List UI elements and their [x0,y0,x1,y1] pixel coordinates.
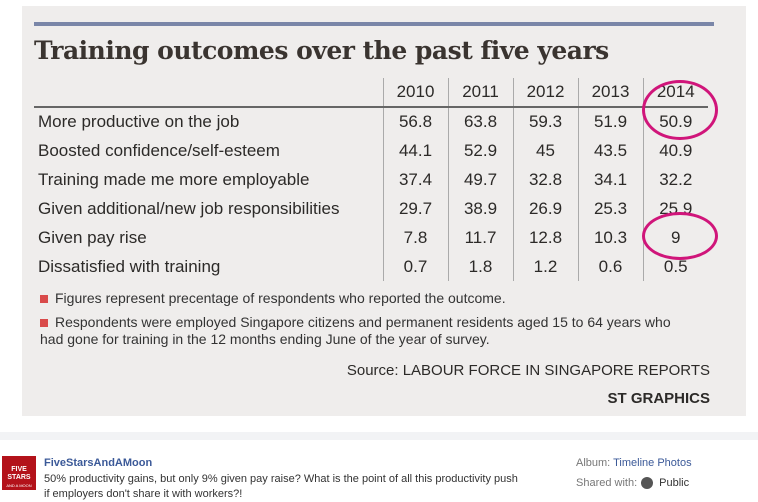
cell-value: 1.2 [512,252,578,281]
post-message: 50% productivity gains, but only 9% give… [44,473,518,500]
table-row: More productive on the job 56.8 63.8 59.3 51… [34,107,708,136]
col-header: 2012 [512,78,578,107]
highlight-circle [642,212,718,260]
header-rule [34,22,714,26]
cell-value: 25.3 [577,194,643,223]
cell-value: 59.3 [512,107,578,136]
cell-value: 43.5 [577,136,643,165]
cell-value: 10.3 [577,223,643,252]
table-row: Given pay rise 7.8 11.7 12.8 10.3 9 [34,223,708,252]
cell-value: 40.9 [642,136,708,165]
cell-value: 49.7 [447,165,513,194]
cell-value: 51.9 [577,107,643,136]
note-2: Respondents were employed Singapore citi… [40,314,671,347]
col-header: 2010 [382,78,448,107]
author-link[interactable]: FiveStarsAndAMoon [44,457,153,469]
cell-value: 45 [512,136,578,165]
table-row: Dissatisfied with training 0.7 1.8 1.2 0.6 0.… [34,252,708,281]
cell-value: 7.8 [382,223,448,252]
outcomes-table: 2010 2011 2012 2013 2014 More productive… [34,78,708,281]
col-header: 2011 [447,78,513,107]
album-link[interactable]: Timeline Photos [613,457,692,469]
post-photo[interactable]: Training outcomes over the past five yea… [22,6,746,416]
table-row: Training made me more employable 37.4 49.7… [34,165,708,194]
row-label: Boosted confidence/self-esteem [38,140,280,160]
cell-value: 11.7 [447,223,513,252]
cell-value: 1.8 [447,252,513,281]
row-label: Dissatisfied with training [38,256,221,276]
cell-value: 37.4 [382,165,448,194]
cell-value: 32.2 [642,165,708,194]
divider [0,432,758,440]
header-row: 2010 2011 2012 2013 2014 [34,78,708,107]
cell-value: 29.7 [382,194,448,223]
cell-value: 0.7 [382,252,448,281]
source: Source: LABOUR FORCE IN SINGAPORE REPORT… [346,362,710,379]
table-title: Training outcomes over the past five yea… [34,36,609,65]
cell-value: 63.8 [447,107,513,136]
cell-value: 56.8 [382,107,448,136]
table-row: Boosted confidence/self-esteem 44.1 52.9 45… [34,136,708,165]
cell-value: 52.9 [447,136,513,165]
album-info: Album: Timeline Photos [576,457,692,469]
highlight-circle [642,80,718,140]
cell-value: 44.1 [382,136,448,165]
cell-value: 26.9 [512,194,578,223]
row-label: Given additional/new job responsibilitie… [38,198,340,218]
table-row: Given additional/new job responsibilitie… [34,194,708,223]
col-header: 2013 [577,78,643,107]
cell-value: 0.6 [577,252,643,281]
globe-icon [641,477,654,490]
cell-value: 12.8 [512,223,578,252]
avatar[interactable]: FIVE STARS AND A MOON [2,456,36,490]
row-label: Training made me more employable [38,169,310,189]
privacy-value[interactable]: Public [659,477,690,489]
note-1: Figures represent precentage of responde… [40,290,506,307]
cell-value: 38.9 [447,194,513,223]
cell-value: 34.1 [577,165,643,194]
row-label: Given pay rise [38,227,147,247]
cell-value: 32.8 [512,165,578,194]
privacy-info: Shared with: Public [576,477,690,490]
row-label: More productive on the job [38,112,240,131]
credit: ST GRAPHICS [607,390,710,407]
